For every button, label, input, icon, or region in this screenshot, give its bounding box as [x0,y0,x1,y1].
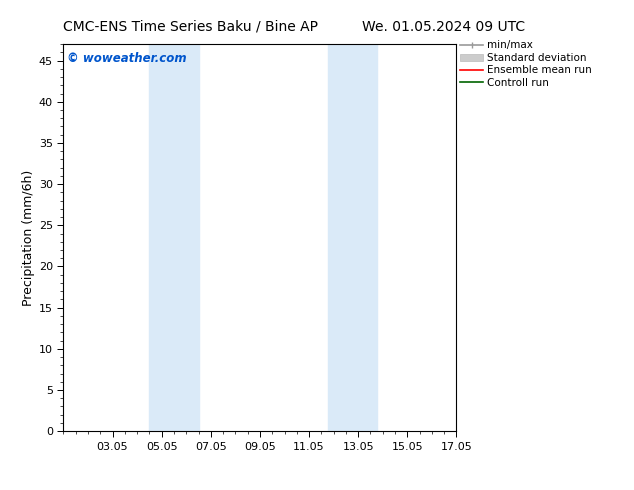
Legend: min/max, Standard deviation, Ensemble mean run, Controll run: min/max, Standard deviation, Ensemble me… [460,40,592,88]
Text: We. 01.05.2024 09 UTC: We. 01.05.2024 09 UTC [362,20,526,34]
Bar [150,44,198,431]
Y-axis label: Precipitation (mm/6h): Precipitation (mm/6h) [22,170,35,306]
Text: CMC-ENS Time Series Baku / Bine AP: CMC-ENS Time Series Baku / Bine AP [63,20,318,34]
Text: © woweather.com: © woweather.com [67,52,187,65]
Bar [328,44,377,431]
